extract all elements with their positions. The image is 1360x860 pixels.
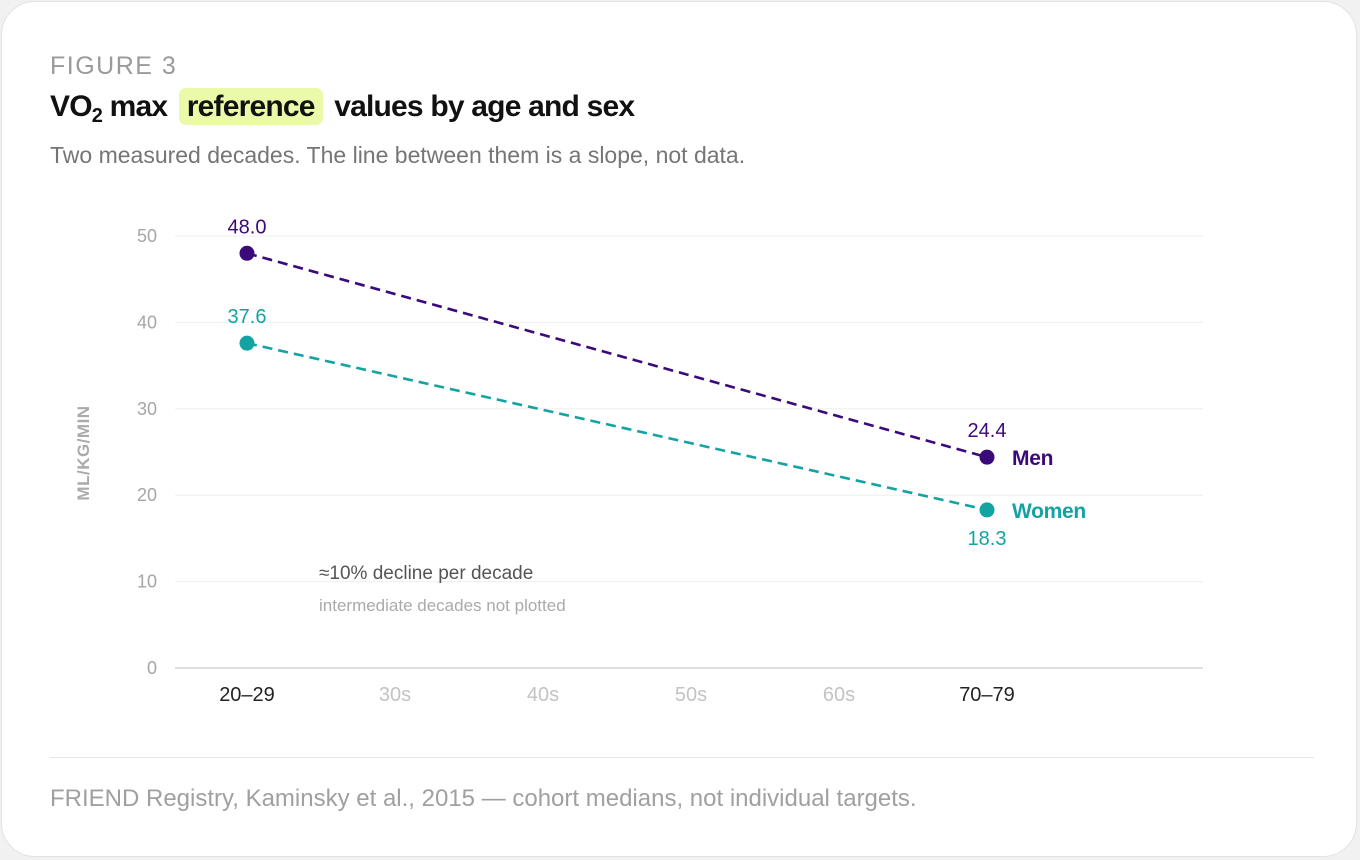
women-value-label: 18.3 — [968, 528, 1007, 550]
women-series-label: Women — [1012, 500, 1086, 523]
men-point — [979, 449, 995, 465]
men-point — [239, 245, 255, 261]
title-vo: VO — [50, 90, 93, 123]
title-rest: values by age and sex — [326, 90, 635, 123]
y-tick-label: 40 — [137, 312, 157, 332]
y-axis-label: ML/KG/MIN — [74, 405, 93, 500]
y-tick-label: 30 — [137, 399, 157, 419]
title-highlight: reference — [178, 88, 323, 125]
y-tick-label: 0 — [147, 658, 157, 678]
chart-title: VO2 max reference values by age and sex — [50, 88, 635, 127]
women-point — [979, 502, 995, 518]
y-tick-label: 10 — [137, 572, 157, 592]
x-tick-label: 70–79 — [959, 684, 1015, 706]
women-value-label: 37.6 — [228, 306, 267, 328]
men-value-label: 24.4 — [968, 420, 1007, 442]
annotation-decline: ≈10% decline per decade — [319, 563, 533, 584]
men-series-label: Men — [1012, 447, 1053, 470]
x-tick-label: 50s — [675, 684, 707, 706]
source-note: FRIEND Registry, Kaminsky et al., 2015 —… — [50, 785, 917, 812]
x-tick-label: 30s — [379, 684, 411, 706]
footer-divider — [50, 757, 1314, 758]
men-slope-line — [246, 252, 988, 459]
figure-eyebrow: FIGURE 3 — [50, 52, 178, 80]
x-tick-label: 20–29 — [219, 684, 275, 706]
x-tick-label: 60s — [823, 684, 855, 706]
women-slope-line — [246, 341, 988, 512]
y-tick-label: 50 — [137, 226, 157, 246]
y-tick-label: 20 — [137, 485, 157, 505]
title-subscript: 2 — [91, 105, 103, 127]
women-point — [239, 335, 255, 351]
annotation-note: intermediate decades not plotted — [319, 596, 566, 615]
title-max: max — [102, 90, 175, 123]
men-value-label: 48.0 — [228, 216, 267, 238]
chart-subtitle: Two measured decades. The line between t… — [50, 142, 746, 168]
x-tick-label: 40s — [527, 684, 559, 706]
